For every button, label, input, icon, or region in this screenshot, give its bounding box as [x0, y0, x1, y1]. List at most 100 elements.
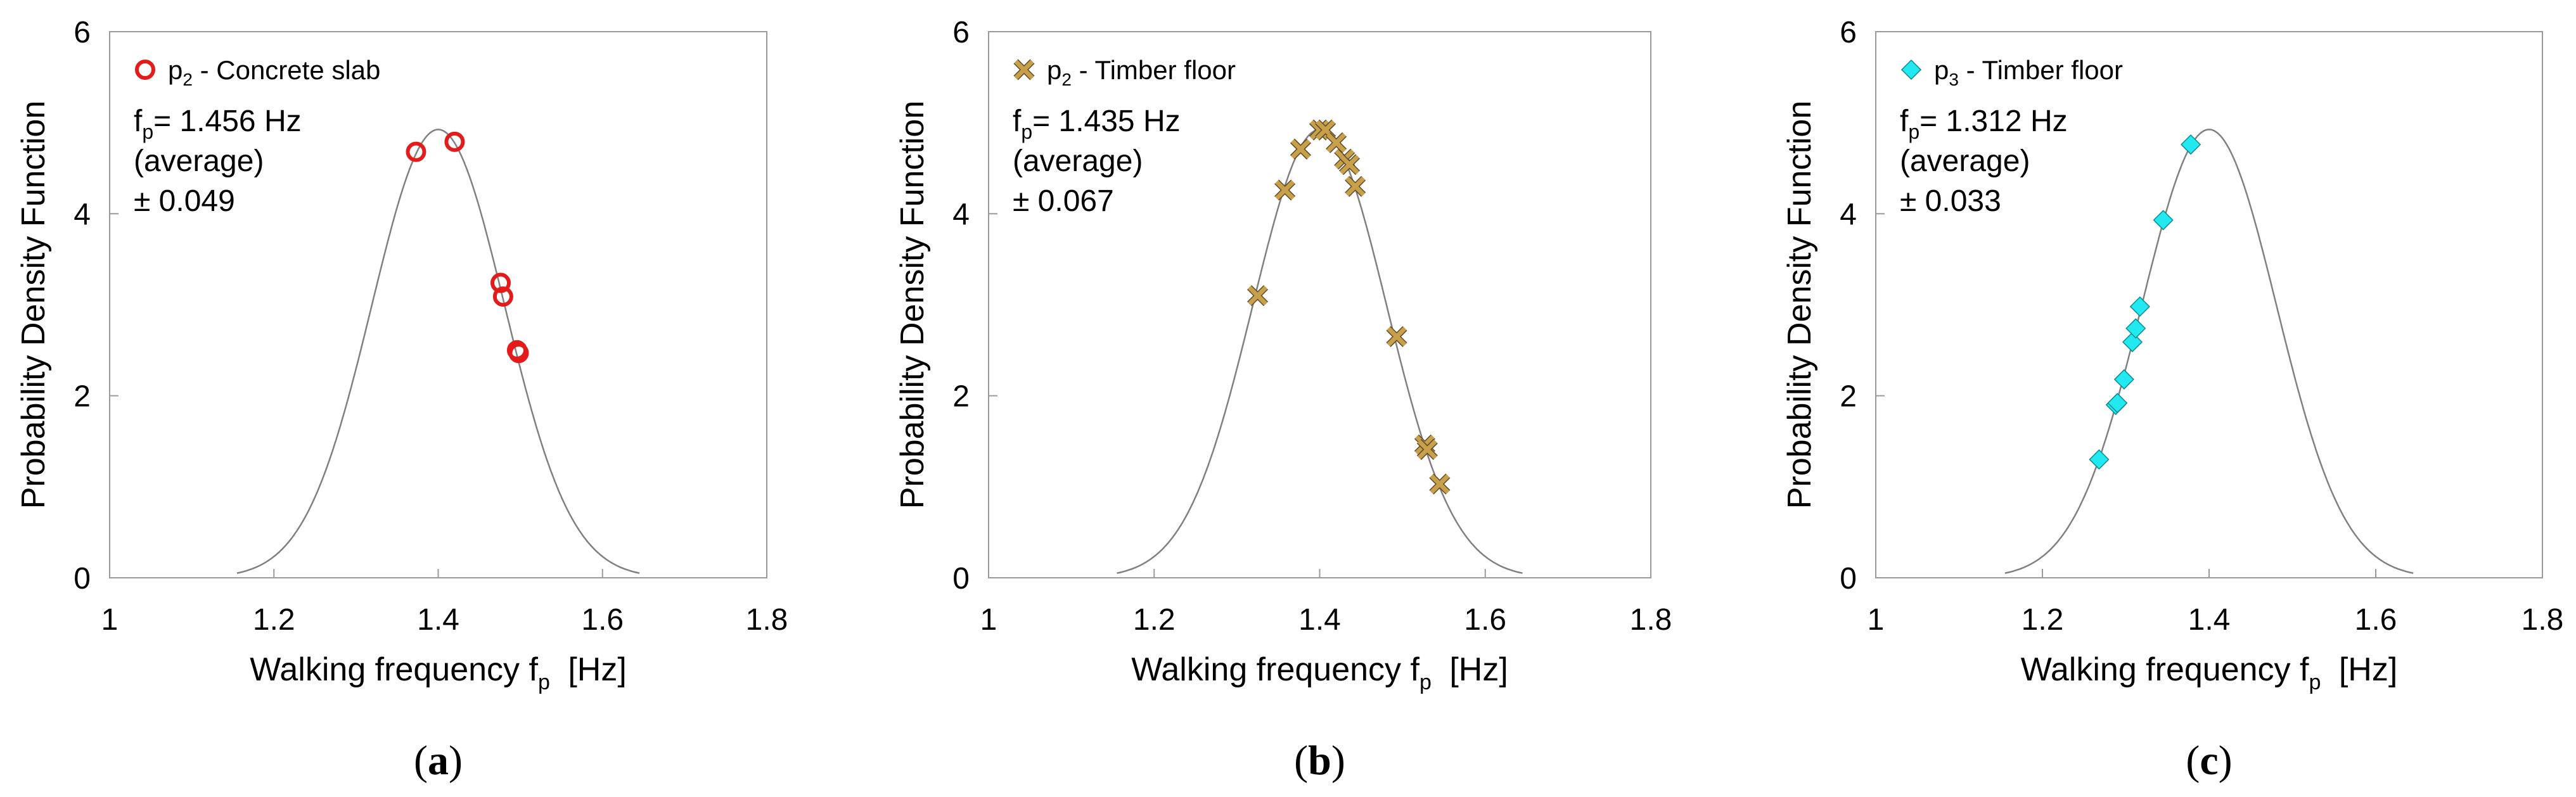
- annotation-average: (average): [1900, 144, 2030, 178]
- data-point: [492, 286, 513, 307]
- x-tick-label: 1.2: [253, 603, 295, 637]
- annotation-deviation: ± 0.033: [1900, 184, 2001, 218]
- legend-text: - Timber floor: [1959, 55, 2123, 85]
- x-axis-title-subscript: p: [1419, 670, 1432, 694]
- data-point: [1309, 119, 1331, 141]
- panel-caption: (a): [414, 737, 463, 784]
- x-marker-fill: [1310, 120, 1330, 140]
- legend-label: p2 - Timber floor: [1047, 55, 1236, 89]
- data-point: [1386, 326, 1407, 347]
- chart-panel-c: 1 1.2 1.4 1.6 1.8 0 2 4 6 Probability Density Fun…: [1781, 16, 2563, 784]
- caption-open-paren: (: [1294, 737, 1308, 784]
- x-tick-label: 1.8: [1630, 603, 1672, 637]
- data-point: [1274, 179, 1296, 201]
- annotation-symbol: f: [1013, 105, 1022, 138]
- annotation-symbol: f: [1900, 105, 1909, 138]
- data-point: [2122, 331, 2143, 352]
- legend-subscript: 2: [183, 70, 193, 89]
- annotation-subscript: p: [1908, 120, 1919, 143]
- y-axis-title: Probability Density Function: [15, 101, 52, 509]
- caption-open-paren: (: [414, 737, 428, 784]
- data-point: [508, 343, 529, 364]
- x-marker-fill: [1430, 474, 1450, 494]
- x-tick-label: 1: [101, 603, 119, 637]
- annotation-deviation: ± 0.067: [1013, 184, 1114, 218]
- legend-text: - Timber floor: [1072, 55, 1236, 85]
- caption-close-paren: ): [2219, 737, 2233, 784]
- data-point: [406, 141, 426, 162]
- data-point: [2181, 134, 2201, 155]
- legend-text: - Concrete slab: [193, 55, 380, 85]
- annotation-subscript: p: [1021, 120, 1032, 143]
- caption-letter: c: [2200, 737, 2218, 784]
- data-point: [1326, 132, 1347, 153]
- y-tick-label: 4: [1840, 198, 1857, 231]
- x-tick-label: 1.2: [2022, 603, 2064, 637]
- x-axis-title-text: Walking frequency f: [1131, 651, 1419, 688]
- legend-subscript: 3: [1949, 70, 1959, 89]
- legend-name: p: [1047, 55, 1061, 85]
- x-tick-label: 1.6: [2355, 603, 2397, 637]
- x-marker-fill: [1345, 176, 1366, 196]
- annotation-frequency: fp= 1.456 Hz: [134, 105, 302, 143]
- data-point: [1345, 175, 1366, 197]
- data-point: [2089, 449, 2110, 470]
- legend-marker: [1900, 59, 1922, 80]
- legend-name: p: [168, 55, 183, 85]
- data-point: [490, 272, 511, 293]
- panel-caption: (b): [1294, 737, 1345, 784]
- data-point: [444, 131, 465, 152]
- caption-close-paren: ): [1331, 737, 1345, 784]
- x-axis-title-subscript: p: [538, 670, 550, 694]
- x-tick-label: 1.4: [2188, 603, 2231, 637]
- annotation-deviation: ± 0.049: [134, 184, 235, 218]
- caption-open-paren: (: [2186, 737, 2200, 784]
- data-point: [1338, 154, 1361, 175]
- y-tick-label: 2: [74, 380, 91, 414]
- chart-panel-b: 1 1.2 1.4 1.6 1.8 0 2 4 6 Probability Density Fun…: [894, 16, 1672, 784]
- pdf-curve: [236, 129, 640, 574]
- legend-marker: [1013, 59, 1035, 80]
- x-tick-label: 1.4: [1298, 603, 1341, 637]
- x-tick-label: 1.4: [417, 603, 459, 637]
- x-axis-title: Walking frequency fp [Hz]: [1131, 651, 1508, 694]
- data-point: [2113, 369, 2134, 390]
- x-tick-label: 1: [980, 603, 997, 637]
- data-point: [1246, 285, 1269, 307]
- y-tick-label: 0: [74, 562, 91, 596]
- annotation-subscript: p: [142, 120, 153, 143]
- y-tick-label: 4: [74, 198, 91, 231]
- x-tick-label: 1.6: [581, 603, 624, 637]
- annotation-value: = 1.312 Hz: [1919, 105, 2067, 138]
- x-tick-label: 1.8: [2522, 603, 2564, 637]
- y-tick-label: 4: [952, 198, 970, 231]
- x-axis-title: Walking frequency fp [Hz]: [2021, 651, 2398, 694]
- annotation-value: = 1.456 Hz: [153, 105, 301, 138]
- x-axis-title: Walking frequency fp [Hz]: [250, 651, 627, 694]
- y-tick-label: 0: [1840, 562, 1857, 596]
- x-axis-title-unit: [Hz]: [2329, 651, 2397, 688]
- annotation-symbol: f: [134, 105, 143, 138]
- legend-marker: [135, 60, 155, 80]
- pdf-curve: [1117, 129, 1523, 574]
- y-tick-label: 6: [1840, 16, 1857, 49]
- chart-panel-a: 1 1.2 1.4 1.6 1.8 0 2 4 6 Probability Density Fun…: [15, 16, 788, 784]
- panel-caption: (c): [2186, 737, 2232, 784]
- x-marker-fill: [1417, 439, 1437, 459]
- x-marker-fill: [1014, 60, 1034, 80]
- legend-name: p: [1934, 55, 1949, 85]
- data-point: [1429, 473, 1451, 495]
- legend-label: p2 - Concrete slab: [168, 55, 380, 89]
- data-point: [1290, 138, 1311, 160]
- x-tick-label: 1: [1868, 603, 1885, 637]
- x-axis-title-unit: [Hz]: [559, 651, 627, 688]
- x-marker-fill: [1340, 155, 1359, 175]
- x-axis-title-unit: [Hz]: [1440, 651, 1508, 688]
- x-marker-fill: [1387, 326, 1407, 347]
- data-point: [1416, 438, 1438, 460]
- x-marker-fill: [1275, 180, 1295, 200]
- data-point: [2153, 210, 2174, 231]
- data-point: [2129, 296, 2150, 317]
- x-marker-fill: [1326, 132, 1347, 153]
